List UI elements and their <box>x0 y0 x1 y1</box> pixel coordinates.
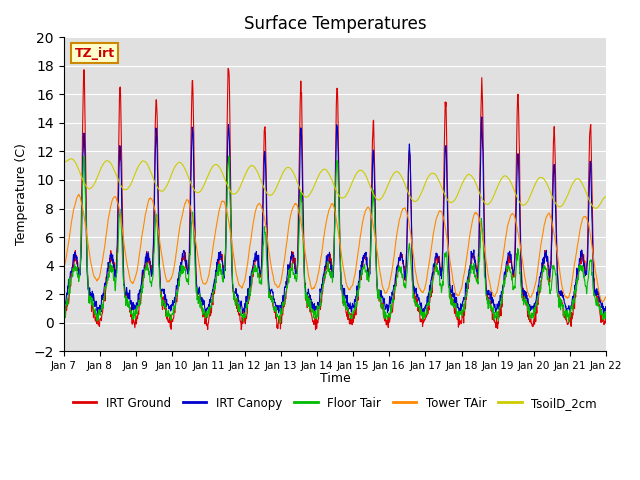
IRT Canopy <box>241 300 249 306</box>
IRT Canopy <box>419 307 427 313</box>
Line: IRT Ground: IRT Ground <box>63 69 606 330</box>
IRT Canopy <box>600 311 607 317</box>
Y-axis label: Temperature (C): Temperature (C) <box>15 144 28 245</box>
Floor Tair <box>420 314 428 320</box>
IRT Ground <box>180 254 188 260</box>
Floor Tair <box>491 310 499 315</box>
Tower TAir <box>419 289 427 295</box>
Line: Floor Tair: Floor Tair <box>63 156 606 323</box>
Line: Tower TAir: Tower TAir <box>63 194 606 302</box>
IRT Ground <box>167 326 175 332</box>
Tower TAir <box>241 274 249 280</box>
Floor Tair <box>180 265 188 271</box>
Title: Surface Temperatures: Surface Temperatures <box>244 15 426 33</box>
IRT Canopy <box>180 248 188 253</box>
TsoilD_2cm <box>181 166 189 171</box>
Floor Tair <box>539 271 547 277</box>
TsoilD_2cm <box>490 192 498 198</box>
Floor Tair <box>225 153 232 159</box>
IRT Canopy <box>602 304 610 310</box>
IRT Canopy <box>490 304 498 310</box>
Floor Tair <box>167 317 175 323</box>
IRT Canopy <box>167 302 175 308</box>
Floor Tair <box>60 317 67 323</box>
Floor Tair <box>241 314 249 320</box>
Floor Tair <box>602 312 610 318</box>
TsoilD_2cm <box>241 171 249 177</box>
IRT Ground <box>491 318 499 324</box>
Line: TsoilD_2cm: TsoilD_2cm <box>63 159 606 208</box>
Tower TAir <box>60 264 67 270</box>
IRT Ground <box>602 315 610 321</box>
Tower TAir <box>168 276 175 281</box>
IRT Ground <box>420 316 428 322</box>
Tower TAir <box>490 294 498 300</box>
Tower TAir <box>538 235 546 240</box>
Tower TAir <box>602 295 610 300</box>
IRT Ground <box>224 66 232 72</box>
IRT Ground <box>539 264 547 269</box>
TsoilD_2cm <box>67 156 75 162</box>
Text: TZ_irt: TZ_irt <box>74 47 115 60</box>
TsoilD_2cm <box>592 205 600 211</box>
Tower TAir <box>75 192 83 197</box>
IRT Canopy <box>60 302 67 308</box>
IRT Ground <box>312 327 319 333</box>
IRT Canopy <box>538 260 546 265</box>
Tower TAir <box>598 299 606 305</box>
IRT Canopy <box>478 114 486 120</box>
TsoilD_2cm <box>419 185 427 191</box>
Legend: IRT Ground, IRT Canopy, Floor Tair, Tower TAir, TsoilD_2cm: IRT Ground, IRT Canopy, Floor Tair, Towe… <box>68 392 602 414</box>
Floor Tair <box>276 320 284 326</box>
Tower TAir <box>181 202 189 208</box>
IRT Ground <box>241 321 249 327</box>
Line: IRT Canopy: IRT Canopy <box>63 117 606 314</box>
TsoilD_2cm <box>60 159 67 165</box>
X-axis label: Time: Time <box>319 372 350 385</box>
IRT Ground <box>60 316 67 322</box>
TsoilD_2cm <box>168 171 175 177</box>
TsoilD_2cm <box>538 175 546 180</box>
TsoilD_2cm <box>602 194 610 200</box>
